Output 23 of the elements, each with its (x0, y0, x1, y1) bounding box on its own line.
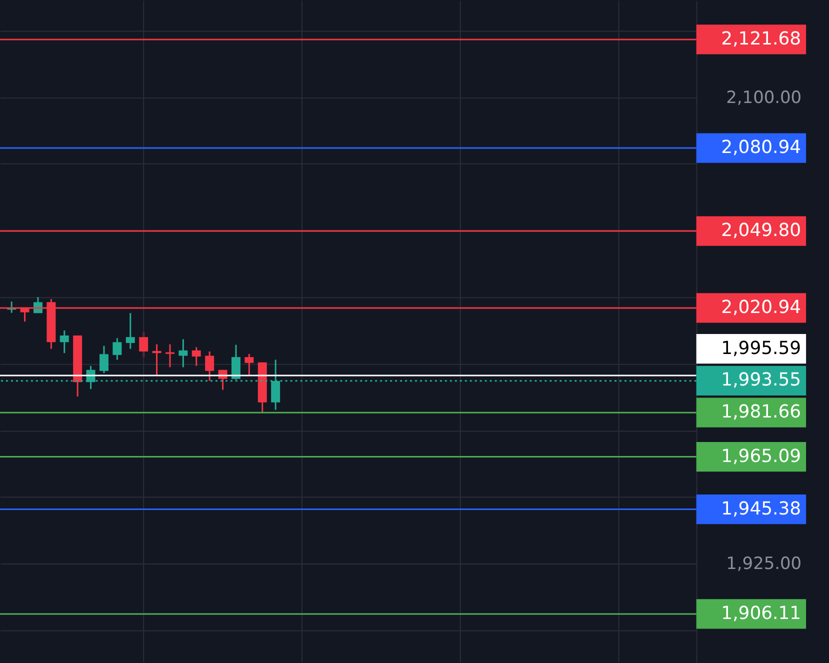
ref-line-label: 1,995.59 (721, 338, 802, 359)
candlestick (244, 353, 254, 376)
ref-line-label: 1,993.55 (721, 370, 802, 391)
ref-line-label: 2,080.94 (721, 137, 802, 158)
candlestick (205, 350, 214, 382)
ref-line-label: 2,121.68 (721, 28, 802, 50)
candlestick (112, 337, 122, 360)
y-tick-label: 2,100.00 (726, 86, 802, 107)
ref-line-label: 1,981.66 (721, 402, 802, 423)
candlestick (152, 344, 162, 376)
candlestick (60, 330, 69, 354)
ref-line-label: 1,906.11 (721, 602, 802, 624)
ref-line-label: 1,965.09 (721, 446, 802, 467)
candlestick (99, 345, 108, 374)
ref-line-label: 1,945.38 (721, 498, 802, 520)
candlestick (165, 344, 174, 368)
candlestick (192, 346, 201, 367)
candlestick (178, 338, 188, 368)
ref-line-label: 2,020.94 (721, 296, 802, 318)
ref-line-label: 2,049.80 (721, 220, 802, 242)
candlestick (126, 312, 135, 350)
y-tick-label: 1,925.00 (726, 553, 802, 574)
candlestick (139, 331, 148, 358)
